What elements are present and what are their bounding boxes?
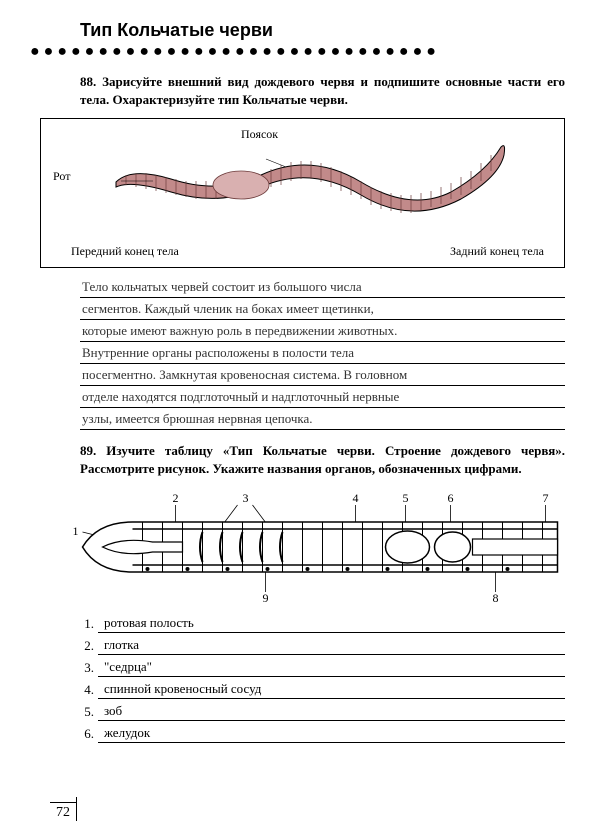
list-answer: зоб bbox=[98, 701, 565, 721]
writing-line: посегментно. Замкнутая кровеносная систе… bbox=[80, 364, 565, 386]
writing-line: Внутренние органы расположены в полости … bbox=[80, 342, 565, 364]
fig2-num-8: 8 bbox=[493, 591, 499, 605]
label-back-end: Задний конец тела bbox=[450, 244, 544, 259]
answer-text-88: Тело кольчатых червей состоит из большог… bbox=[80, 276, 565, 430]
label-rot: Рот bbox=[53, 169, 70, 184]
writing-line: узлы, имеется брюшная нервная цепочка. bbox=[80, 408, 565, 430]
list-item: 6. желудок bbox=[80, 723, 565, 743]
task-89-body: Изучите таблицу «Тип Кольчатые черви. Ст… bbox=[80, 443, 565, 476]
header-dots: ●●●●●●●●●●●●●●●●●●●●●●●●●●●●●● bbox=[30, 43, 565, 61]
fig2-num-7: 7 bbox=[543, 491, 549, 505]
figure-worm-external: Рот Поясок bbox=[40, 118, 565, 268]
list-item: 4. спинной кровеносный сосуд bbox=[80, 679, 565, 699]
answer-list-89: 1. ротовая полость 2. глотка 3. "седрца"… bbox=[80, 613, 565, 743]
list-item: 1. ротовая полость bbox=[80, 613, 565, 633]
fig2-num-2: 2 bbox=[173, 491, 179, 505]
list-number: 1. bbox=[80, 616, 98, 633]
fig2-num-4: 4 bbox=[353, 491, 359, 505]
list-number: 6. bbox=[80, 726, 98, 743]
task-88-text: 88. Зарисуйте внешний вид дождевого черв… bbox=[80, 73, 565, 108]
fig2-num-3: 3 bbox=[243, 491, 249, 505]
list-number: 4. bbox=[80, 682, 98, 699]
writing-line: сегментов. Каждый членик на боках имеет … bbox=[80, 298, 565, 320]
list-answer: спинной кровеносный сосуд bbox=[98, 679, 565, 699]
page-title: Тип Кольчатые черви bbox=[80, 20, 565, 41]
task-88: 88. Зарисуйте внешний вид дождевого черв… bbox=[80, 73, 565, 108]
list-answer: "седрца" bbox=[98, 657, 565, 677]
task-89-number: 89. bbox=[80, 443, 106, 458]
list-answer: глотка bbox=[98, 635, 565, 655]
list-item: 3. "седрца" bbox=[80, 657, 565, 677]
list-answer: ротовая полость bbox=[98, 613, 565, 633]
page-number-divider bbox=[76, 797, 77, 821]
task-89-text: 89. Изучите таблицу «Тип Кольчатые черви… bbox=[80, 442, 565, 477]
list-number: 2. bbox=[80, 638, 98, 655]
writing-line: Тело кольчатых червей состоит из большог… bbox=[80, 276, 565, 298]
fig2-num-9: 9 bbox=[263, 591, 269, 605]
task-88-body: Зарисуйте внешний вид дождевого червя и … bbox=[80, 74, 565, 107]
list-answer: желудок bbox=[98, 723, 565, 743]
fig2-num-6: 6 bbox=[448, 491, 454, 505]
page-number: 72 bbox=[50, 802, 76, 821]
worm-illustration bbox=[111, 137, 511, 232]
list-item: 2. глотка bbox=[80, 635, 565, 655]
list-item: 5. зоб bbox=[80, 701, 565, 721]
list-number: 3. bbox=[80, 660, 98, 677]
list-number: 5. bbox=[80, 704, 98, 721]
fig2-num-5: 5 bbox=[403, 491, 409, 505]
task-88-number: 88. bbox=[80, 74, 102, 89]
page-content: Тип Кольчатые черви ●●●●●●●●●●●●●●●●●●●●… bbox=[0, 0, 595, 743]
figure-worm-internal: 1 2 3 4 5 6 7 8 9 bbox=[40, 487, 565, 607]
worm-cross-section: 1 2 3 4 5 6 7 8 9 bbox=[40, 487, 565, 607]
fig2-num-1: 1 bbox=[73, 524, 79, 538]
writing-line: отделе находятся подглоточный и надглото… bbox=[80, 386, 565, 408]
writing-line: которые имеют важную роль в передвижении… bbox=[80, 320, 565, 342]
page-footer: 72 bbox=[50, 797, 77, 821]
label-front-end: Передний конец тела bbox=[71, 244, 179, 259]
task-89: 89. Изучите таблицу «Тип Кольчатые черви… bbox=[80, 442, 565, 477]
